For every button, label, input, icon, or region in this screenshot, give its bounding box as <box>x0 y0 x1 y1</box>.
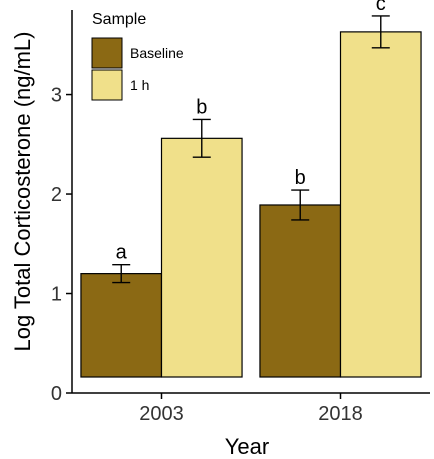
significance-label: a <box>116 242 128 264</box>
y-ticks: 0 1 2 3 <box>51 85 72 405</box>
bar <box>160 137 243 378</box>
legend-title: Sample <box>92 11 146 28</box>
plot-area: a b b c <box>80 0 422 378</box>
significance-label: c <box>376 0 386 15</box>
bar <box>259 204 342 378</box>
x-tick-label: 2003 <box>139 403 184 425</box>
y-tick-label: 2 <box>51 184 62 206</box>
axes <box>71 10 430 394</box>
x-axis-title: Year <box>225 434 269 459</box>
legend-swatch <box>91 37 123 69</box>
legend-label: 1 h <box>130 77 149 93</box>
legend-label: Baseline <box>130 45 184 61</box>
significance-label: b <box>196 96 207 118</box>
bar <box>80 273 163 378</box>
x-ticks: 2003 2018 <box>139 393 363 425</box>
legend-swatch <box>91 69 123 101</box>
y-tick-label: 3 <box>51 85 62 107</box>
legend: Sample Baseline 1 h <box>91 11 184 101</box>
bar <box>339 31 422 378</box>
y-tick-label: 0 <box>51 383 62 405</box>
y-axis-title: Log Total Corticosterone (ng/mL) <box>10 32 35 352</box>
y-tick-label: 1 <box>51 284 62 306</box>
x-tick-label: 2018 <box>318 403 363 425</box>
significance-label: b <box>295 167 306 189</box>
